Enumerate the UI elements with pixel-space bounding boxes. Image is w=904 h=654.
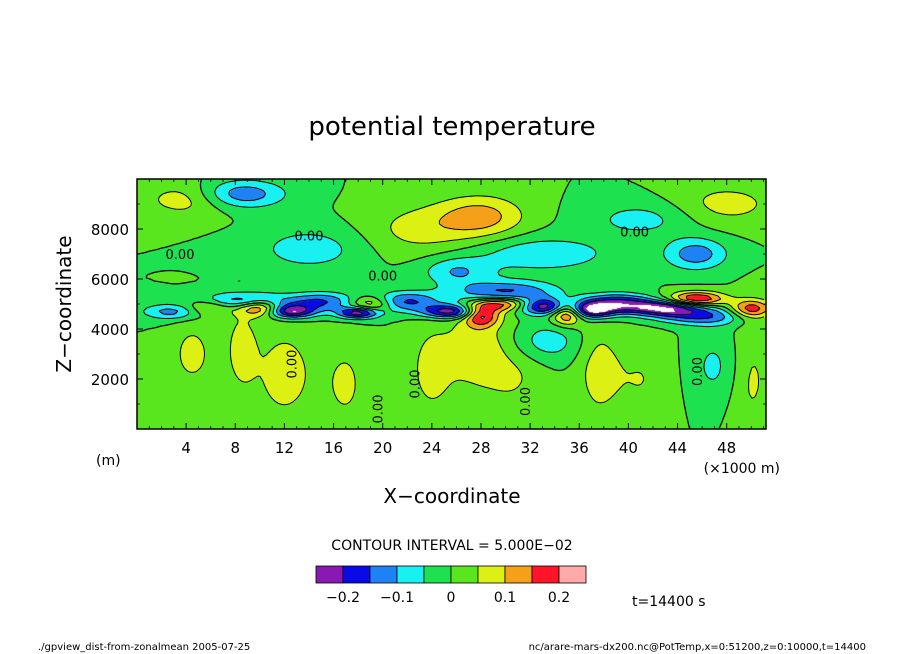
colorbar-tick-label: −0.1: [380, 590, 414, 606]
plot-area: 0.00 0.00 0.00 0.00 0.00 0.00 0.00 0.00 0.00: [136, 178, 767, 430]
colorbar-swatch: [558, 565, 587, 584]
x-axis: 4 8 12 16 20 24 28 32 36 40 44 48: [148, 179, 764, 457]
x-tick-label: 4: [181, 439, 191, 457]
contour-lines: [136, 178, 767, 429]
contour-label: 0.00: [372, 395, 387, 424]
contour-line: [158, 186, 726, 323]
contour-label: 0.00: [691, 357, 706, 386]
y-tick-label: 8000: [91, 221, 129, 239]
contour-line: [283, 299, 693, 316]
y-tick-label: 4000: [91, 321, 129, 339]
footer-left: ./gpview_dist-from-zonalmean 2005-07-25: [38, 642, 250, 653]
x-tick-label: 12: [275, 439, 294, 457]
y-axis-label: Z−coordinate: [52, 235, 76, 372]
x-tick-label: 40: [619, 439, 638, 457]
x-tick-label: 20: [373, 439, 392, 457]
contour-labels: 0.00 0.00 0.00 0.00 0.00 0.00 0.00 0.00 0.00: [166, 226, 707, 424]
time-label: t=14400 s: [632, 594, 706, 610]
x-tick-label: 24: [422, 439, 441, 457]
contour-line: [157, 191, 765, 406]
contour-label: 0.00: [519, 387, 534, 416]
colorbar-swatch: [504, 565, 533, 584]
chart-title: potential temperature: [308, 112, 595, 142]
colorbar-swatch: [423, 565, 452, 584]
contour-label: 0.00: [295, 229, 324, 244]
colorbar-tick-label: 0.2: [548, 590, 570, 606]
contour-line: [142, 179, 734, 380]
contour-label: 0.00: [620, 226, 649, 241]
colorbar-swatch: [342, 565, 371, 584]
contour-line: [279, 288, 713, 320]
contour-interval-text: CONTOUR INTERVAL = 5.000E−02: [331, 538, 572, 554]
x-unit-right: (×1000 m): [704, 461, 780, 477]
x-tick-label: 48: [717, 439, 736, 457]
x-tick-label: 36: [570, 439, 589, 457]
colorbar: −0.2 −0.1 0 0.1 0.2: [315, 565, 587, 606]
contour-label: 0.00: [368, 269, 397, 284]
colorbar-swatch: [315, 565, 344, 584]
contour-line: [136, 178, 765, 429]
contour-label: 0.00: [409, 370, 424, 399]
x-tick-label: 28: [471, 439, 490, 457]
x-tick-label: 8: [231, 439, 241, 457]
contour-label: 0.00: [166, 248, 195, 263]
contour-line: [245, 205, 767, 331]
colorbar-tick-label: −0.2: [326, 590, 360, 606]
contour-line: [480, 315, 486, 320]
contour-line: [471, 294, 761, 325]
colorbar-swatch: [477, 565, 506, 584]
colorbar-swatch: [450, 565, 479, 584]
colorbar-tick-label: 0: [447, 590, 456, 606]
x-tick-label: 44: [668, 439, 687, 457]
y-tick-label: 6000: [91, 271, 129, 289]
contour-label: 0.00: [286, 350, 301, 379]
y-tick-label: 2000: [91, 371, 129, 389]
x-axis-label: X−coordinate: [383, 484, 520, 508]
x-tick-label: 32: [521, 439, 540, 457]
colorbar-tick-label: 0.1: [494, 590, 516, 606]
x-tick-label: 16: [324, 439, 343, 457]
footer-right: nc/arare-mars-dx200.nc@PotTemp,x=0:51200…: [529, 642, 866, 653]
colorbar-swatch: [369, 565, 398, 584]
colorbar-swatch: [396, 565, 425, 584]
x-unit-left: (m): [96, 453, 121, 469]
colorbar-swatch: [531, 565, 560, 584]
y-axis: 2000 4000 6000 8000: [91, 203, 766, 405]
